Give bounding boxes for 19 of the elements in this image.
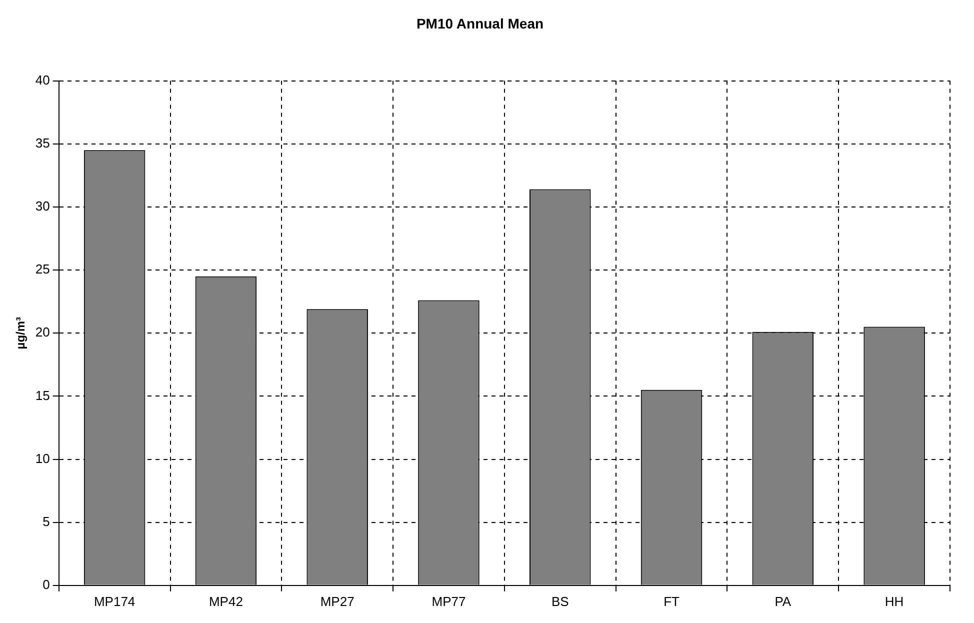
x-tick-label: MP174 (94, 594, 136, 609)
x-tick-label: FT (664, 594, 680, 609)
y-tick-label: 10 (35, 450, 50, 466)
chart-title: PM10 Annual Mean (416, 15, 544, 32)
x-tick-label: HH (884, 594, 904, 609)
x-tick-label: MP77 (432, 594, 466, 609)
y-tick-label: 0 (42, 576, 50, 592)
x-tick-label: BS (551, 594, 570, 609)
y-tick-label: 35 (35, 135, 50, 150)
x-tick-label: PA (774, 594, 792, 609)
y-tick-label: 25 (35, 262, 50, 277)
x-tick-label: MP27 (320, 594, 354, 609)
y-tick-label: 15 (35, 388, 50, 403)
y-tick-label: 20 (35, 324, 50, 340)
y-axis-title: µg/m³ (14, 316, 28, 350)
y-tick-label: 30 (35, 198, 50, 214)
y-tick-label: 5 (42, 514, 50, 529)
y-tick-label: 40 (35, 72, 50, 88)
x-tick-label: MP42 (208, 594, 243, 609)
